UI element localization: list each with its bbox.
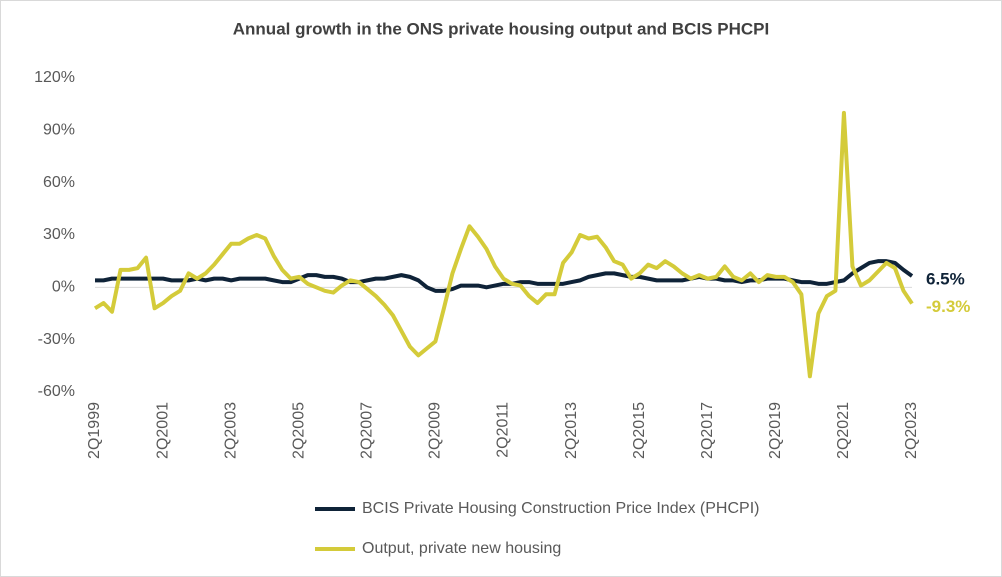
x-tick-label: 2Q2009	[427, 402, 444, 459]
x-tick-label: 2Q2005	[290, 402, 307, 459]
y-tick-label: 30%	[43, 226, 75, 243]
end-label: 6.5%	[926, 269, 965, 288]
legend-label: Output, private new housing	[362, 540, 561, 557]
x-tick-label: 2Q2019	[767, 402, 784, 459]
y-tick-label: -60%	[38, 383, 75, 400]
x-tick-label: 2Q2007	[359, 402, 376, 459]
y-tick-label: 120%	[34, 69, 75, 86]
end-label: -9.3%	[926, 297, 970, 316]
y-tick-label: 0%	[52, 279, 75, 296]
x-tick-label: 2Q2003	[222, 402, 239, 459]
legend-label: BCIS Private Housing Construction Price …	[362, 500, 759, 517]
chart-title: Annual growth in the ONS private housing…	[233, 19, 769, 38]
x-tick-label: 2Q2001	[154, 402, 171, 459]
y-tick-label: 60%	[43, 174, 75, 191]
x-tick-label: 2Q1999	[86, 402, 103, 459]
data-line	[93, 110, 914, 379]
x-tick-label: 2Q2021	[835, 402, 852, 459]
x-tick-label: 2Q2023	[903, 402, 920, 459]
x-tick-label: 2Q2011	[495, 402, 512, 458]
y-tick-label: 90%	[43, 122, 75, 139]
x-tick-label: 2Q2017	[699, 402, 716, 459]
y-tick-label: -30%	[38, 331, 75, 348]
x-tick-label: 2Q2013	[563, 402, 580, 459]
x-tick-label: 2Q2015	[631, 402, 648, 459]
